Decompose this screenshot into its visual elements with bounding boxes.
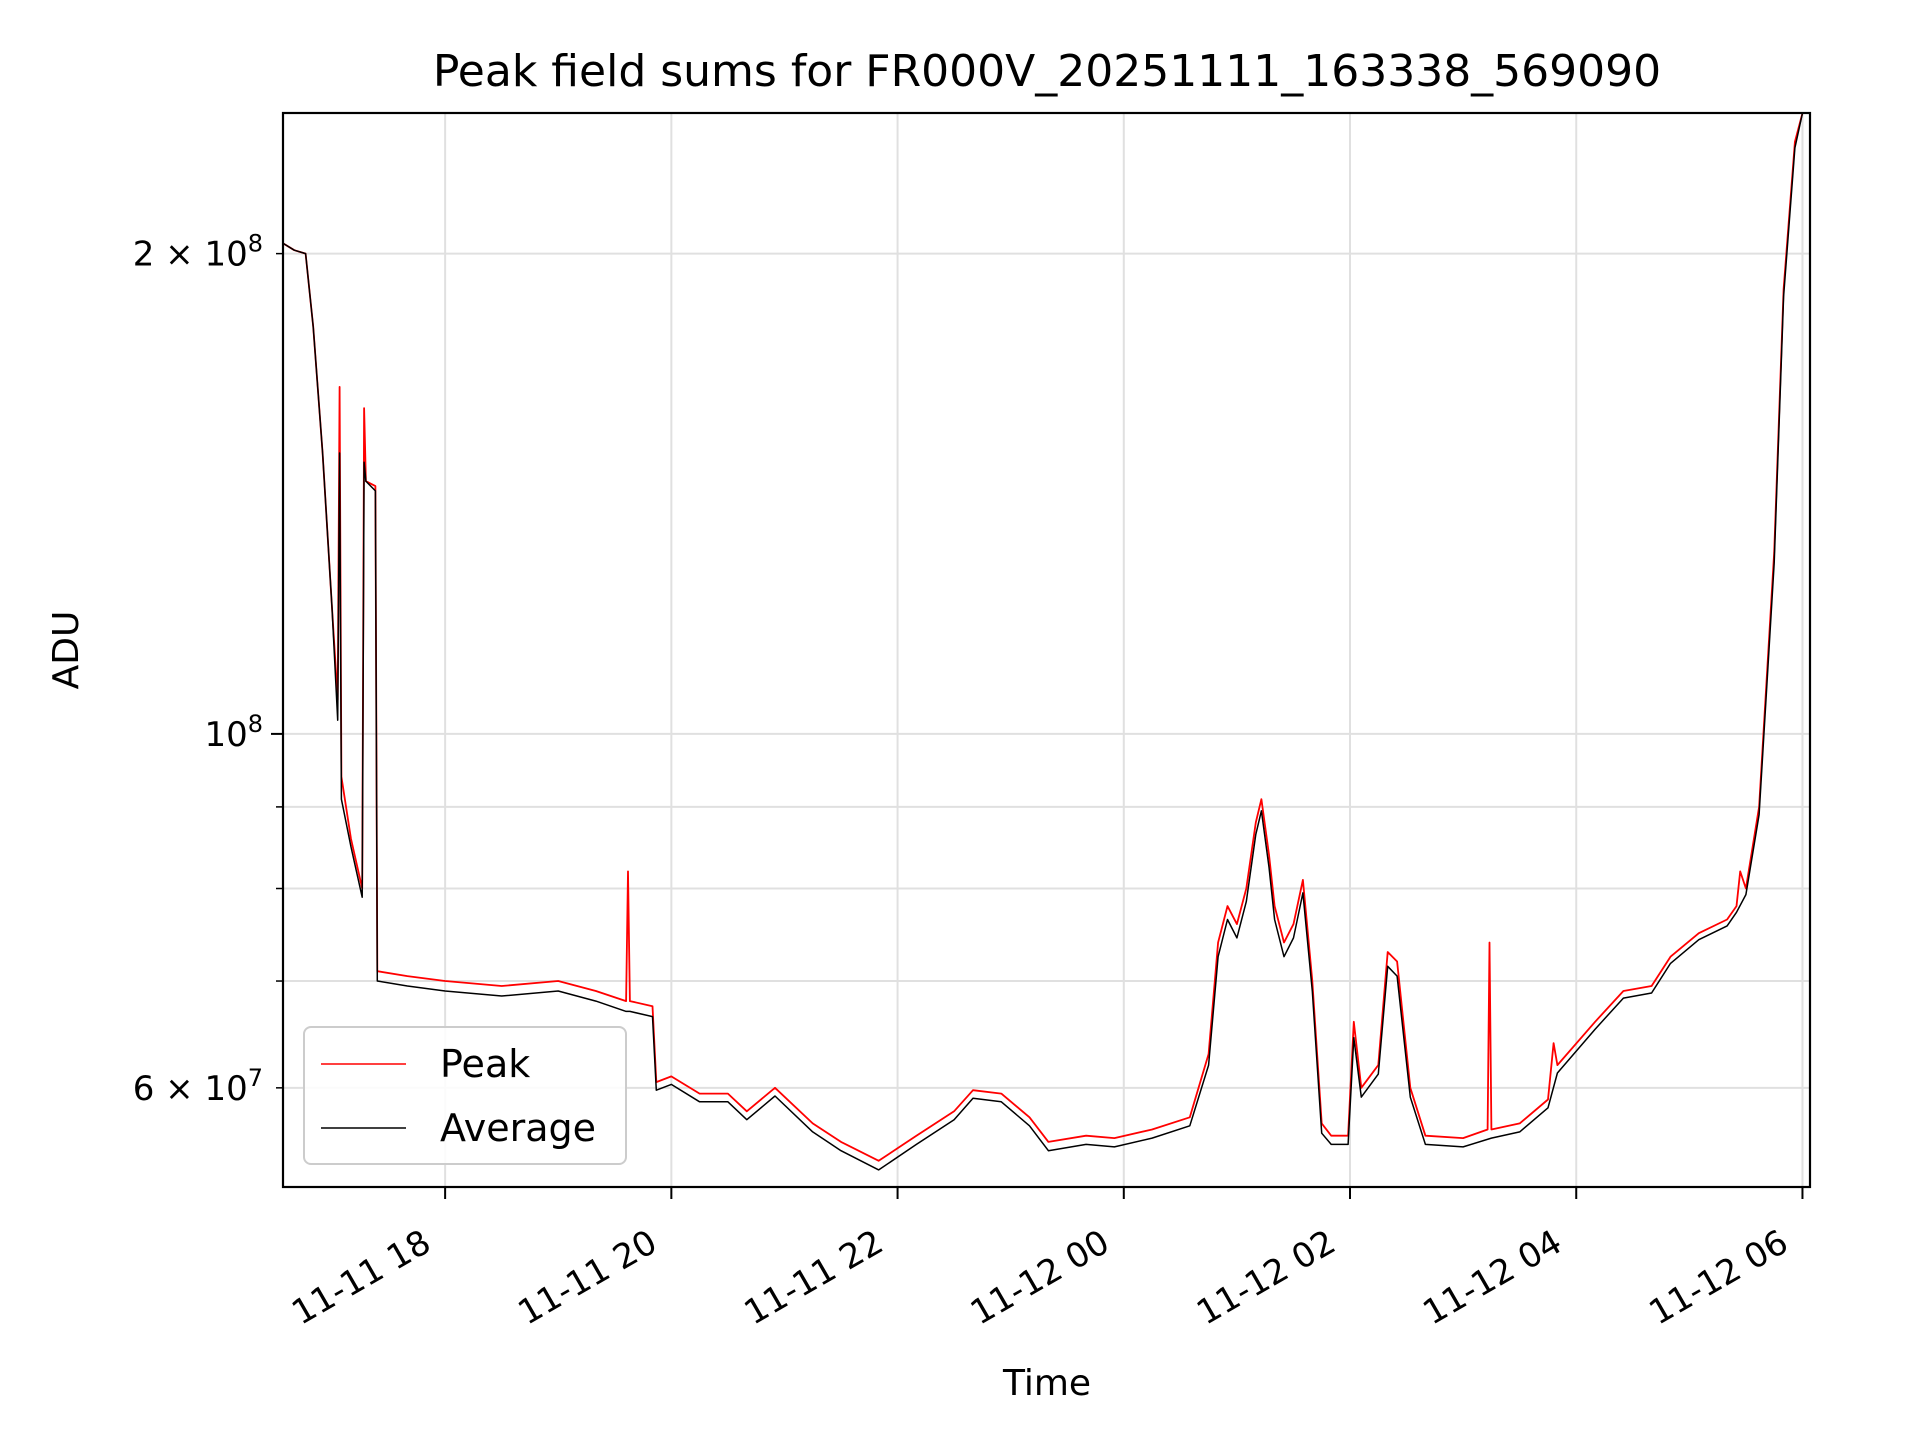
legend-label-peak: Peak <box>440 1042 530 1086</box>
series-line-peak <box>283 113 1804 1162</box>
y-tick-label: 108 <box>204 710 263 755</box>
grid-lines <box>283 113 1810 1187</box>
series-layer <box>283 113 1804 1171</box>
y-tick-label: 6 × 107 <box>133 1064 263 1109</box>
legend-frame <box>303 1026 627 1165</box>
x-axis-label: Time <box>1002 1363 1091 1404</box>
plot-frame <box>281 111 1812 1189</box>
y-axis-ticks: 108 6 × 107 2 × 108 <box>133 230 283 1109</box>
series-line-average <box>283 113 1804 1171</box>
y-axis-label: ADU <box>46 611 87 690</box>
y-tick-label: 2 × 108 <box>133 230 263 275</box>
legend: Peak Average <box>303 1026 627 1165</box>
legend-label-average: Average <box>440 1106 596 1150</box>
chart-title: Peak field sums for FR000V_20251111_1633… <box>433 46 1661 97</box>
